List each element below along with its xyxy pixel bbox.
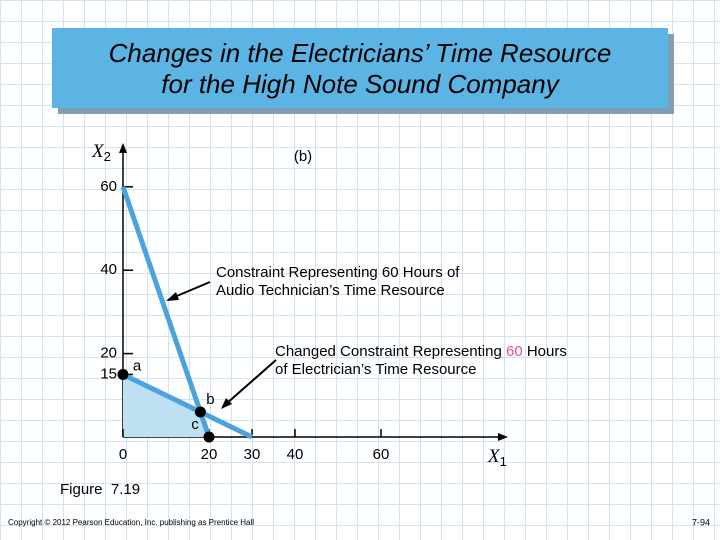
copyright: Copyright © 2012 Pearson Education, Inc.… bbox=[8, 518, 254, 527]
annotation-arrow bbox=[171, 281, 211, 299]
axis-label: X2 bbox=[91, 141, 111, 164]
annotation-arrow bbox=[225, 359, 277, 405]
x-tick-label: 20 bbox=[201, 446, 218, 463]
annotation-part: Hours bbox=[523, 343, 567, 360]
chart-title: Changes in the Electricians’ Time Resour… bbox=[109, 38, 612, 68]
feasible-region bbox=[123, 374, 209, 437]
annotation: Constraint Representing 60 Hours of bbox=[216, 264, 460, 281]
y-tick-label: 20 bbox=[100, 345, 117, 362]
y-axis-arrow bbox=[119, 143, 127, 153]
annotation-arrowhead bbox=[221, 398, 232, 409]
figure-label: Figure 7.19 bbox=[60, 481, 140, 498]
annotation-arrowhead bbox=[166, 292, 179, 301]
annotation-part: of Electrician’s Time Resource bbox=[275, 361, 476, 378]
subtitle: (b) bbox=[294, 148, 312, 165]
annotation-part: Audio Technician’s Time Resource bbox=[216, 282, 445, 299]
corner-point bbox=[117, 368, 129, 380]
point-label: b bbox=[206, 391, 214, 408]
annotation: Changed Constraint Representing 60 Hours bbox=[275, 343, 567, 360]
page-number: 7-94 bbox=[692, 517, 710, 527]
corner-point bbox=[203, 431, 215, 443]
y-tick-label: 15 bbox=[100, 365, 117, 382]
corner-point bbox=[194, 406, 206, 418]
y-tick-label: 40 bbox=[100, 261, 117, 278]
constraint-line bbox=[121, 372, 254, 440]
x-tick-label: 0 bbox=[119, 446, 127, 463]
x-tick-label: 60 bbox=[373, 446, 390, 463]
x-tick-label: 30 bbox=[244, 446, 261, 463]
x-tick-label: 40 bbox=[287, 446, 304, 463]
title-box bbox=[52, 28, 668, 108]
annotation: Audio Technician’s Time Resource bbox=[216, 282, 445, 299]
annotation-part: Constraint Representing 60 Hours of bbox=[216, 264, 460, 281]
axis-label-sub: 2 bbox=[104, 149, 111, 164]
chart-title: for the High Note Sound Company bbox=[161, 69, 560, 99]
point-label: a bbox=[133, 357, 142, 374]
annotation-part: 60 bbox=[506, 343, 523, 360]
axis-label-base: X bbox=[487, 446, 501, 467]
annotation: of Electrician’s Time Resource bbox=[275, 361, 476, 378]
axis-label-sub: 1 bbox=[500, 454, 507, 469]
x-axis-arrow bbox=[498, 433, 508, 441]
axis-label: X1 bbox=[487, 446, 507, 469]
annotation-part: Changed Constraint Representing bbox=[275, 343, 506, 360]
constraint-line bbox=[120, 185, 212, 438]
axis-label-base: X bbox=[91, 141, 105, 162]
point-label: c bbox=[191, 416, 199, 433]
y-tick-label: 60 bbox=[100, 178, 117, 195]
